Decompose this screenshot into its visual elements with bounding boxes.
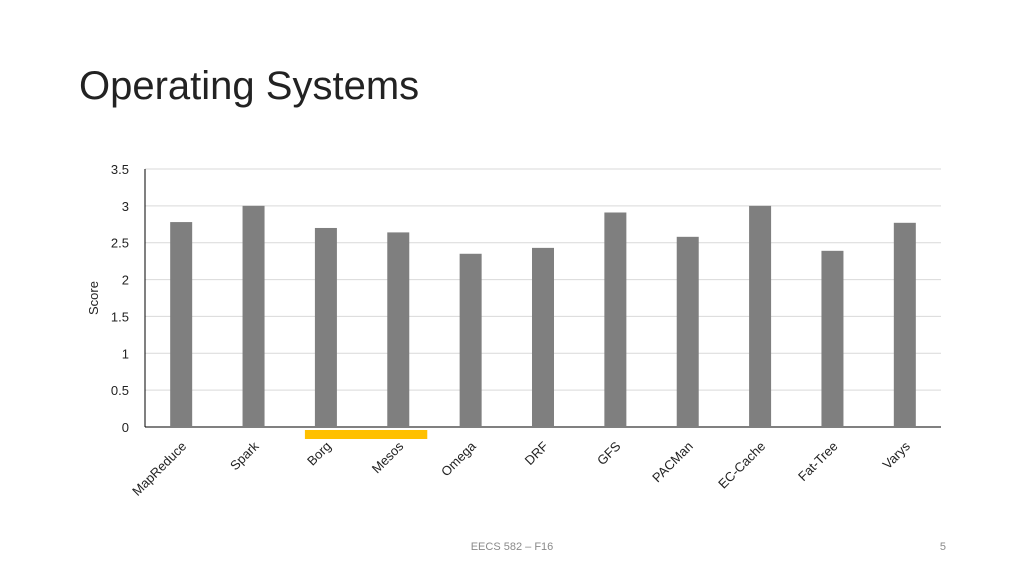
bar	[893, 222, 916, 427]
y-tick-label: 2.5	[111, 236, 129, 251]
bar	[532, 247, 554, 427]
bar	[821, 250, 844, 427]
bar	[242, 205, 265, 427]
slide-footer: EECS 582 – F16	[470, 541, 554, 553]
bar	[387, 232, 410, 427]
highlight-bar	[304, 430, 428, 439]
y-tick-label: 3	[122, 199, 129, 214]
bar	[459, 253, 482, 427]
page-number: 5	[939, 541, 946, 553]
x-tick-label: Borg	[304, 439, 334, 469]
x-tick-label: Omega	[438, 438, 479, 479]
bar	[604, 212, 627, 427]
x-tick-label: GFS	[594, 438, 624, 468]
x-tick-label: DRF	[522, 438, 552, 468]
x-tick-label: MapReduce	[129, 439, 189, 499]
y-tick-label: 0	[122, 420, 129, 435]
y-axis-label: Score	[86, 281, 101, 315]
y-tick-label: 1	[122, 346, 129, 361]
bar	[676, 236, 699, 427]
x-tick-label: PACMan	[649, 439, 696, 486]
bar	[170, 222, 193, 427]
x-tick-label: Varys	[880, 438, 914, 472]
slide-title: Operating Systems	[79, 64, 420, 108]
x-tick-label: Spark	[227, 438, 262, 473]
bar	[314, 227, 337, 427]
y-tick-label: 1.5	[111, 309, 129, 324]
x-tick-label: EC-Cache	[715, 439, 768, 492]
y-tick-label: 2	[122, 273, 129, 288]
x-tick-label: Fat-Tree	[795, 439, 841, 485]
bar	[749, 205, 772, 427]
y-tick-label: 0.5	[111, 383, 129, 398]
y-tick-label: 3.5	[111, 162, 129, 177]
x-tick-label: Mesos	[369, 438, 407, 476]
